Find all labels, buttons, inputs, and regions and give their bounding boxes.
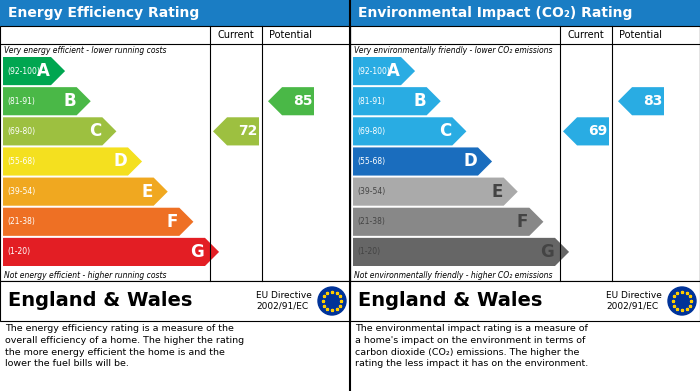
Polygon shape	[3, 57, 65, 85]
Text: Very environmentally friendly - lower CO₂ emissions: Very environmentally friendly - lower CO…	[354, 46, 552, 55]
Text: Current: Current	[568, 30, 604, 40]
Polygon shape	[3, 238, 219, 266]
Text: E: E	[141, 183, 153, 201]
Text: F: F	[517, 213, 528, 231]
Polygon shape	[353, 178, 518, 206]
Text: D: D	[113, 152, 127, 170]
Polygon shape	[353, 147, 492, 176]
Text: (21-38): (21-38)	[7, 217, 35, 226]
Text: (1-20): (1-20)	[7, 248, 30, 256]
Text: (55-68): (55-68)	[357, 157, 385, 166]
Text: (69-80): (69-80)	[7, 127, 35, 136]
Text: (81-91): (81-91)	[357, 97, 385, 106]
Text: The energy efficiency rating is a measure of the
overall efficiency of a home. T: The energy efficiency rating is a measur…	[5, 324, 244, 368]
Bar	[350, 26, 700, 281]
Bar	[350, 281, 700, 321]
Text: A: A	[37, 62, 50, 80]
Text: (69-80): (69-80)	[357, 127, 385, 136]
Text: (21-38): (21-38)	[357, 217, 385, 226]
Text: Energy Efficiency Rating: Energy Efficiency Rating	[8, 6, 199, 20]
Text: 72: 72	[238, 124, 257, 138]
Polygon shape	[3, 117, 116, 145]
Text: (92-100): (92-100)	[357, 66, 390, 75]
Polygon shape	[3, 178, 168, 206]
Polygon shape	[353, 238, 569, 266]
Text: Not energy efficient - higher running costs: Not energy efficient - higher running co…	[4, 271, 167, 280]
Bar	[0, 0, 350, 26]
Text: C: C	[439, 122, 452, 140]
Text: (1-20): (1-20)	[357, 248, 380, 256]
Text: (81-91): (81-91)	[7, 97, 35, 106]
Polygon shape	[3, 147, 142, 176]
Text: EU Directive
2002/91/EC: EU Directive 2002/91/EC	[606, 291, 662, 311]
Text: F: F	[167, 213, 178, 231]
Text: (39-54): (39-54)	[357, 187, 385, 196]
Text: England & Wales: England & Wales	[8, 292, 192, 310]
Text: 85: 85	[293, 94, 312, 108]
Text: C: C	[89, 122, 102, 140]
Text: D: D	[463, 152, 477, 170]
Polygon shape	[618, 87, 664, 115]
Text: G: G	[540, 243, 554, 261]
Text: G: G	[190, 243, 204, 261]
Text: (92-100): (92-100)	[7, 66, 40, 75]
Circle shape	[668, 287, 696, 315]
Text: EU Directive
2002/91/EC: EU Directive 2002/91/EC	[256, 291, 312, 311]
Text: Potential: Potential	[620, 30, 662, 40]
Polygon shape	[353, 208, 543, 236]
Text: 69: 69	[588, 124, 607, 138]
Text: Current: Current	[218, 30, 254, 40]
Text: B: B	[63, 92, 76, 110]
Polygon shape	[3, 87, 91, 115]
Polygon shape	[563, 117, 609, 145]
Text: Not environmentally friendly - higher CO₂ emissions: Not environmentally friendly - higher CO…	[354, 271, 552, 280]
Bar	[350, 0, 700, 26]
Polygon shape	[268, 87, 314, 115]
Polygon shape	[213, 117, 259, 145]
Text: The environmental impact rating is a measure of
a home's impact on the environme: The environmental impact rating is a mea…	[355, 324, 588, 368]
Text: B: B	[413, 92, 426, 110]
Text: Environmental Impact (CO₂) Rating: Environmental Impact (CO₂) Rating	[358, 6, 632, 20]
Text: (39-54): (39-54)	[7, 187, 35, 196]
Polygon shape	[353, 117, 466, 145]
Bar	[0, 281, 350, 321]
Polygon shape	[3, 208, 193, 236]
Text: England & Wales: England & Wales	[358, 292, 542, 310]
Polygon shape	[353, 57, 415, 85]
Text: Potential: Potential	[270, 30, 312, 40]
Text: E: E	[491, 183, 503, 201]
Text: A: A	[387, 62, 400, 80]
Text: 83: 83	[643, 94, 662, 108]
Bar	[0, 26, 350, 281]
Text: Very energy efficient - lower running costs: Very energy efficient - lower running co…	[4, 46, 167, 55]
Text: (55-68): (55-68)	[7, 157, 35, 166]
Circle shape	[318, 287, 346, 315]
Polygon shape	[353, 87, 441, 115]
